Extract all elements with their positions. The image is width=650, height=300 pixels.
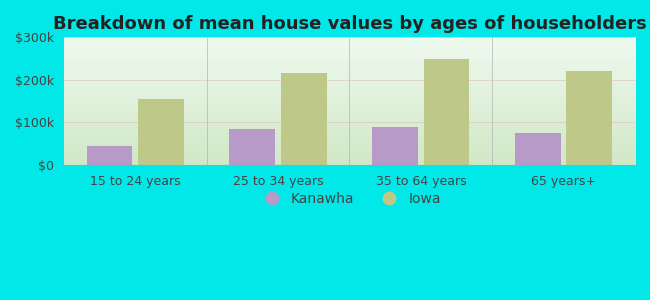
Bar [566, 71, 612, 165]
Bar [372, 127, 418, 165]
Title: Breakdown of mean house values by ages of householders: Breakdown of mean house values by ages o… [53, 15, 646, 33]
Legend: Kanawha, Iowa: Kanawha, Iowa [252, 187, 447, 211]
Bar [424, 58, 469, 165]
Bar [229, 129, 275, 165]
Bar [138, 99, 184, 165]
Bar [515, 133, 561, 165]
Bar [86, 146, 133, 165]
Bar [281, 74, 326, 165]
